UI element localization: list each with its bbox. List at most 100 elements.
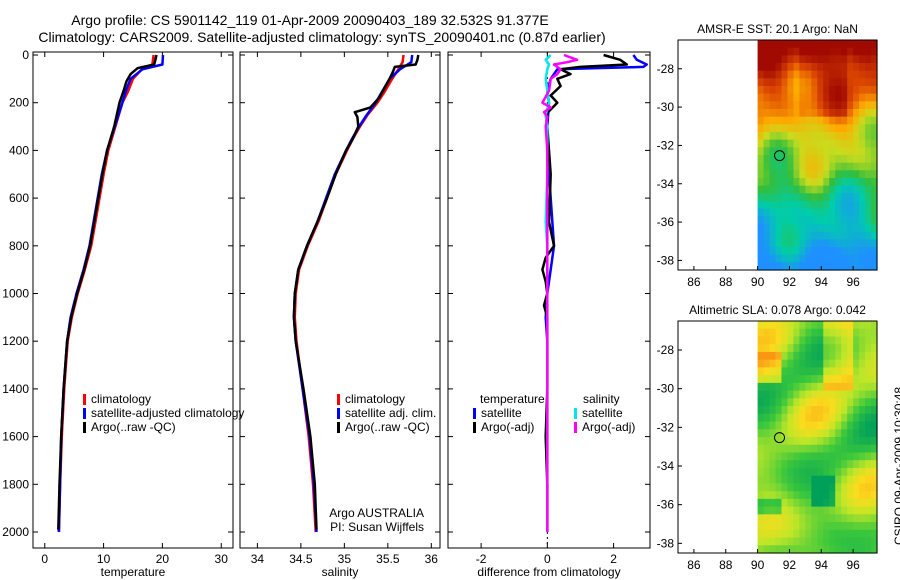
sla-map-field-cell [847, 452, 854, 461]
sla-map-field-cell [799, 351, 806, 361]
sst-map-field-cell [841, 162, 848, 171]
salinity-legend-label: satellite adj. clim. [345, 406, 436, 420]
sla-map-field-cell [859, 421, 866, 430]
timestamp-label: CSIRO 09-Apr-2009 10:30:48 [892, 386, 900, 545]
sla-map-field-cell [853, 537, 860, 546]
sst-map-field-cell [775, 162, 783, 171]
sla-map-field-cell [871, 475, 878, 484]
sla-map-field-cell [817, 498, 824, 508]
sla-map-field-cell [871, 421, 878, 430]
sla-map-field-cell [853, 437, 860, 446]
sla-map-field-cell [841, 398, 848, 407]
temperature-xlabel: temperature [101, 565, 166, 579]
sla-map-field-cell [757, 375, 765, 384]
sst-map-field-cell [841, 40, 848, 49]
sla-map-field-cell [829, 398, 836, 407]
sla-map-field-cell [829, 529, 836, 539]
sla-map-field-cell [769, 522, 777, 531]
sla-map-field-cell [775, 475, 783, 484]
sla-map-field-cell [769, 491, 777, 500]
sst-map-field-cell [865, 247, 872, 256]
sla-map-field-cell [799, 498, 806, 508]
sst-map-field-cell [823, 101, 830, 110]
sla-map-field-cell [781, 437, 789, 446]
sla-map-field-cell [841, 545, 848, 554]
sla-map-field-cell [871, 321, 878, 330]
sst-map-field-cell [871, 239, 878, 248]
sla-map-field-cell [865, 483, 872, 492]
sla-map-field-cell [763, 328, 771, 338]
sla-map-field-cell [787, 483, 795, 492]
sla-map-field-cell [799, 444, 806, 454]
sst-map-field-cell [781, 147, 789, 156]
sst-map-field-cell [811, 63, 818, 72]
sla-map-field-cell [763, 452, 771, 461]
sst-map-field-cell [835, 170, 842, 179]
sst-map-field-cell [763, 170, 771, 179]
sla-map-field-cell [763, 375, 771, 384]
sst-map-field-cell [835, 101, 842, 110]
sla-map-field-cell [769, 406, 777, 415]
sla-map-field-cell [859, 498, 866, 508]
sst-map-field-cell [841, 86, 848, 95]
sst-map-field-cell [769, 224, 777, 233]
sla-map-field-cell [799, 406, 806, 415]
sla-map-field-cell [775, 437, 783, 446]
sla-map-field-cell [835, 475, 842, 484]
sst-map-field-cell [769, 93, 777, 102]
sla-map-field-cell [835, 367, 842, 376]
sst-map-field-cell [835, 47, 842, 56]
sst-map-field-cell [787, 224, 795, 233]
sst-map-field-cell [871, 201, 878, 210]
sst-map-field-cell [853, 254, 860, 263]
sla-map-field-cell [835, 545, 842, 554]
sst-map-field-cell [787, 254, 795, 263]
sst-map-field-cell [787, 70, 795, 79]
sst-map-field-cell [871, 86, 878, 95]
sst-map-field-cell [811, 170, 818, 179]
sst-map-field-cell [793, 185, 800, 194]
sla-map-field-cell [859, 382, 866, 392]
temperature-ytick-label: 1000 [2, 287, 29, 301]
sst-map-field-cell [841, 147, 848, 156]
sla-map-field-cell [841, 522, 848, 531]
sla-map-field-cell [817, 545, 824, 554]
sla-map-field-cell [787, 398, 795, 407]
sla-map-field-cell [847, 437, 854, 446]
sst-map-field-cell [763, 178, 771, 187]
sst-map-field-cell [829, 116, 836, 125]
sst-map-field-cell [775, 147, 783, 156]
sst-map-field-cell [835, 147, 842, 156]
sst-map-field-cell [769, 139, 777, 148]
sst-map-field-cell [769, 70, 777, 79]
sst-map-field-cell [787, 147, 795, 156]
sla-map-field-cell [811, 429, 818, 438]
sla-map-field-cell [817, 359, 824, 368]
sla-map-field-cell [787, 491, 795, 500]
sst-map-field-cell [829, 63, 836, 72]
sst-map-field-cell [871, 132, 878, 141]
sla-map-field-cell [787, 460, 795, 469]
sst-map-field-cell [793, 178, 800, 187]
sla-map-field-cell [805, 421, 812, 430]
sla-map-field-cell [823, 506, 830, 515]
sst-map-field-cell [787, 124, 795, 133]
sla-map-field-cell [787, 514, 795, 523]
sst-map-field-cell [763, 55, 771, 64]
sla-map-field-cell [871, 506, 878, 515]
sla-map-field-cell [781, 321, 789, 330]
sla-map-field-cell [871, 351, 878, 361]
sla-map-field-cell [781, 444, 789, 454]
sla-map-field-cell [865, 437, 872, 446]
sst-map-field-cell [835, 40, 842, 49]
sla-map-float-position-marker [774, 432, 786, 444]
sst-map-field-cell [829, 47, 836, 56]
sst-map-field-cell [769, 239, 777, 248]
sla-map-field-cell [793, 452, 800, 461]
sst-map-field-cell [769, 193, 777, 202]
sst-map-field-cell [811, 93, 818, 102]
sst-map-field-cell [865, 116, 872, 125]
sla-map-field-cell [823, 537, 830, 546]
sst-map-field-cell [781, 208, 789, 217]
sla-map-field-cell [811, 344, 818, 353]
